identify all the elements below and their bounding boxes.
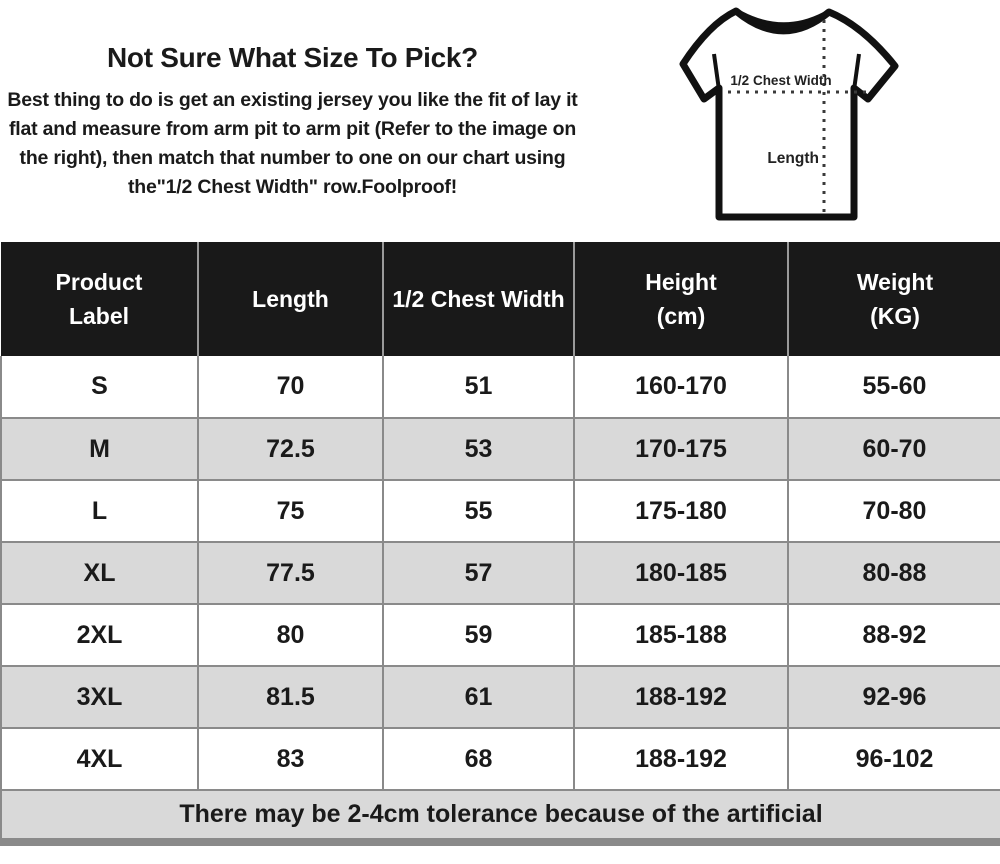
cell-height: 185-188	[574, 604, 789, 667]
cell-product-label: XL	[0, 542, 199, 605]
cell-product-label: L	[0, 480, 199, 543]
cell-height: 160-170	[574, 356, 789, 419]
cell-length: 80	[198, 604, 384, 667]
table-row: M 72.5 53 170-175 60-70	[0, 418, 1000, 481]
cell-product-label: 3XL	[0, 666, 199, 729]
tolerance-note: There may be 2-4cm tolerance because of …	[0, 789, 1000, 846]
cell-half-chest-width: 59	[383, 604, 575, 667]
cell-weight: 88-92	[788, 604, 1000, 667]
table-row: XL 77.5 57 180-185 80-88	[0, 542, 1000, 605]
col-header-length: Length	[198, 242, 384, 356]
cell-weight: 70-80	[788, 480, 1000, 543]
collar-line	[738, 11, 827, 29]
cell-weight: 55-60	[788, 356, 1000, 419]
cell-half-chest-width: 57	[383, 542, 575, 605]
cell-product-label: M	[0, 418, 199, 481]
top-section: Not Sure What Size To Pick? Best thing t…	[0, 0, 1000, 242]
cell-weight: 60-70	[788, 418, 1000, 481]
cell-product-label: 4XL	[0, 728, 199, 791]
cell-length: 75	[198, 480, 384, 543]
cell-half-chest-width: 51	[383, 356, 575, 419]
cell-height: 188-192	[574, 666, 789, 729]
instructions-text: Best thing to do is get an existing jers…	[7, 89, 578, 198]
right-sleeve-seam	[852, 53, 861, 91]
cell-weight: 92-96	[788, 666, 1000, 729]
col-header-half-chest-width: 1/2 Chest Width	[383, 242, 575, 356]
size-chart-header: Product Label Length 1/2 Chest Width Hei…	[1, 242, 1000, 356]
cell-weight: 96-102	[788, 728, 1000, 791]
cell-height: 170-175	[574, 418, 789, 481]
page-title: Not Sure What Size To Pick?	[107, 42, 478, 73]
cell-half-chest-width: 55	[383, 480, 575, 543]
cell-height: 180-185	[574, 542, 789, 605]
cell-length: 83	[198, 728, 384, 791]
col-header-product-label: Product Label	[1, 242, 199, 356]
table-row: 4XL 83 68 188-192 96-102	[0, 728, 1000, 791]
cell-height: 188-192	[574, 728, 789, 791]
table-row: L 75 55 175-180 70-80	[0, 480, 1000, 543]
tshirt-outline	[679, 7, 899, 221]
length-label: Length	[767, 150, 819, 167]
cell-length: 72.5	[198, 418, 384, 481]
tshirt-diagram: 1/2 Chest Width Length	[671, 0, 911, 243]
cell-weight: 80-88	[788, 542, 1000, 605]
col-header-weight: Weight (KG)	[788, 242, 1000, 356]
tshirt-illustration: 1/2 Chest Width Length	[679, 7, 899, 221]
chest-width-label: 1/2 Chest Width	[730, 73, 831, 88]
table-row: 2XL 80 59 185-188 88-92	[0, 604, 1000, 667]
left-sleeve-seam	[712, 53, 721, 91]
col-header-height: Height (cm)	[574, 242, 789, 356]
cell-half-chest-width: 68	[383, 728, 575, 791]
sizing-instructions: Not Sure What Size To Pick? Best thing t…	[0, 0, 585, 202]
cell-half-chest-width: 53	[383, 418, 575, 481]
table-row: S 70 51 160-170 55-60	[0, 356, 1000, 419]
cell-length: 70	[198, 356, 384, 419]
cell-product-label: 2XL	[0, 604, 199, 667]
cell-length: 77.5	[198, 542, 384, 605]
size-chart-footer: There may be 2-4cm tolerance because of …	[0, 789, 1000, 846]
cell-length: 81.5	[198, 666, 384, 729]
size-table-body: S 70 51 160-170 55-60 M 72.5 53 170-175 …	[0, 356, 1000, 791]
size-chart-table: Product Label Length 1/2 Chest Width Hei…	[0, 242, 1000, 846]
cell-half-chest-width: 61	[383, 666, 575, 729]
cell-height: 175-180	[574, 480, 789, 543]
cell-product-label: S	[0, 356, 199, 419]
table-row: 3XL 81.5 61 188-192 92-96	[0, 666, 1000, 729]
